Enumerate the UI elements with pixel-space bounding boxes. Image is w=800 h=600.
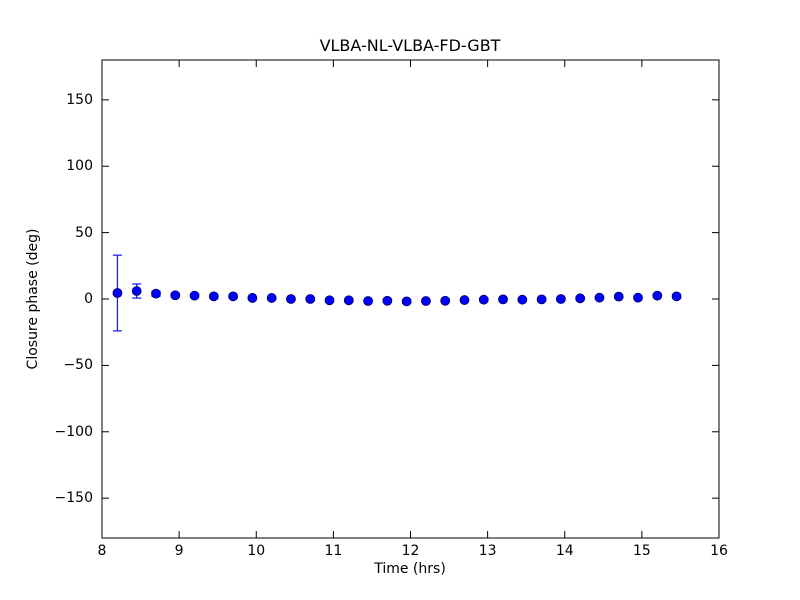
x-tick-label: 16: [710, 543, 728, 559]
data-point: [633, 292, 643, 303]
y-tick-label: −100: [54, 423, 93, 440]
data-point: [112, 288, 123, 298]
x-tick-label: 13: [478, 543, 497, 559]
data-point: [343, 295, 354, 306]
data-point: [208, 291, 219, 302]
y-tick-label: 0: [84, 291, 93, 307]
data-point: [189, 290, 200, 301]
data-point: [401, 296, 412, 307]
data-point: [305, 294, 316, 304]
y-tick-label: −150: [54, 490, 93, 507]
y-tick-label: 50: [75, 224, 93, 241]
data-point: [363, 296, 373, 306]
data-point: [459, 295, 470, 305]
chart-title: VLBA-NL-VLBA-FD-GBT: [319, 36, 501, 55]
x-axis-label: Time (hrs): [374, 561, 446, 577]
data-point: [498, 294, 508, 305]
y-tick-label: −50: [63, 357, 93, 374]
data-point: [613, 291, 624, 302]
data-point: [440, 295, 451, 306]
data-point: [170, 290, 181, 301]
data-point: [151, 288, 161, 299]
y-tick-label: 100: [66, 158, 93, 175]
x-tick-label: 15: [632, 543, 651, 559]
data-point: [517, 294, 528, 305]
data-point: [671, 291, 682, 302]
data-point: [324, 295, 335, 306]
x-tick-label: 10: [247, 543, 266, 559]
y-tick-label: 150: [66, 91, 93, 108]
data-point: [536, 294, 547, 305]
data-point: [652, 290, 663, 301]
data-point: [131, 286, 142, 296]
data-point: [421, 296, 431, 306]
data-point: [286, 294, 296, 304]
x-tick-label: 14: [555, 543, 574, 559]
data-point: [247, 293, 258, 303]
data-point: [266, 293, 277, 303]
x-tick-label: 12: [401, 543, 420, 559]
data-point: [594, 292, 605, 303]
x-tick-label: 8: [97, 543, 107, 559]
data-point: [228, 291, 239, 302]
x-tick-label: 9: [174, 543, 184, 559]
data-point: [382, 295, 393, 306]
data-point: [478, 294, 489, 305]
x-tick-label: 11: [324, 543, 343, 559]
data-point: [555, 294, 566, 304]
y-axis-label: Closure phase (deg): [25, 228, 41, 370]
data-point: [575, 293, 586, 304]
